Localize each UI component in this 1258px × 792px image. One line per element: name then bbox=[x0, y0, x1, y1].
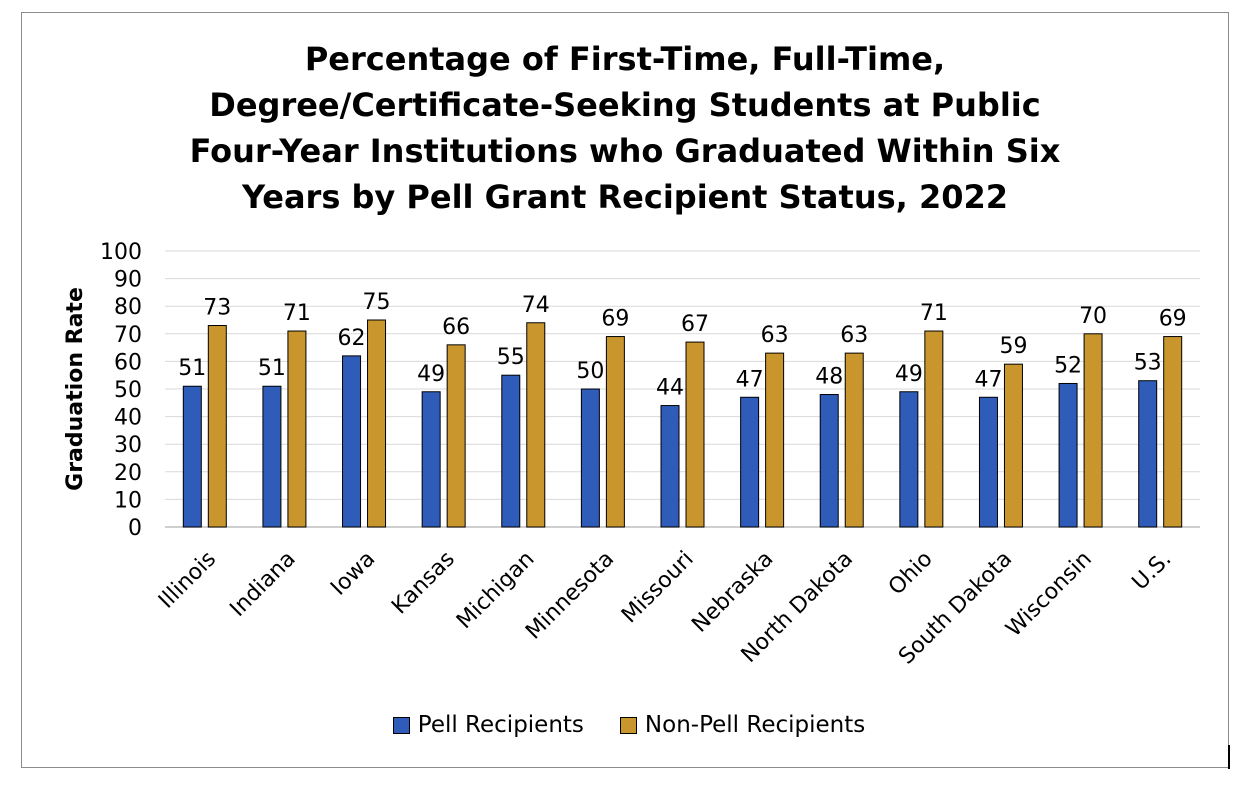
bar-non-pell bbox=[1003, 363, 1023, 528]
x-tick-label: Wisconsin bbox=[1001, 547, 1096, 642]
data-label-pell: 44 bbox=[656, 376, 684, 401]
x-tick-label: Iowa bbox=[326, 547, 380, 601]
bar-pell bbox=[1058, 382, 1078, 528]
data-label-non-pell: 69 bbox=[1159, 307, 1187, 332]
data-label-pell: 53 bbox=[1134, 351, 1162, 376]
text-cursor bbox=[1228, 745, 1230, 769]
title-line-1: Percentage of First-Time, Full-Time, bbox=[304, 40, 946, 78]
x-tick-label: Kansas bbox=[387, 547, 460, 620]
bar-pell bbox=[182, 385, 202, 528]
data-label-non-pell: 71 bbox=[283, 301, 311, 326]
x-tick-label: Indiana bbox=[225, 547, 300, 622]
title-line-2: Degree/Certificate-Seeking Students at P… bbox=[209, 86, 1041, 124]
bar-non-pell bbox=[367, 319, 387, 528]
bar-pell bbox=[819, 394, 839, 528]
data-label-non-pell: 63 bbox=[840, 323, 868, 348]
y-axis-label: Graduation Rate bbox=[63, 287, 88, 491]
y-tick-label: 30 bbox=[114, 433, 142, 458]
bar-pell bbox=[660, 405, 680, 528]
bar-non-pell bbox=[207, 325, 227, 528]
x-tick-label: Missouri bbox=[617, 547, 699, 629]
y-tick-label: 40 bbox=[114, 406, 142, 431]
data-label-non-pell: 63 bbox=[761, 323, 789, 348]
data-label-pell: 49 bbox=[417, 362, 445, 387]
data-label-non-pell: 73 bbox=[203, 296, 231, 321]
bar-non-pell bbox=[685, 341, 705, 528]
bar-non-pell bbox=[844, 352, 864, 528]
data-label-pell: 48 bbox=[815, 365, 843, 390]
legend-swatch-pell bbox=[392, 716, 410, 734]
data-label-non-pell: 71 bbox=[920, 301, 948, 326]
y-tick-label: 50 bbox=[114, 378, 142, 403]
bar-pell bbox=[342, 355, 362, 528]
bar-non-pell bbox=[924, 330, 944, 528]
legend: Pell Recipients Non-Pell Recipients bbox=[0, 712, 1258, 738]
bar-pell bbox=[421, 391, 441, 528]
y-tick-label: 90 bbox=[114, 268, 142, 293]
bar-pell bbox=[262, 385, 282, 528]
legend-item-pell: Pell Recipients bbox=[392, 712, 584, 738]
y-tick-label: 80 bbox=[114, 295, 142, 320]
x-tick-label: U.S. bbox=[1128, 547, 1177, 596]
y-tick-label: 20 bbox=[114, 461, 142, 486]
data-label-pell: 50 bbox=[576, 359, 604, 384]
bar-pell bbox=[740, 396, 760, 528]
legend-label-non-pell: Non-Pell Recipients bbox=[644, 712, 866, 738]
chart-title: Percentage of First-Time, Full-Time, Deg… bbox=[100, 36, 1150, 220]
y-tick-label: 100 bbox=[100, 240, 142, 265]
data-label-pell: 51 bbox=[178, 356, 206, 381]
data-label-non-pell: 59 bbox=[999, 334, 1027, 359]
chart-frame bbox=[21, 12, 1229, 768]
x-tick-label: Illinois bbox=[154, 547, 221, 614]
title-line-4: Years by Pell Grant Recipient Status, 20… bbox=[242, 178, 1008, 216]
legend-swatch-non-pell bbox=[619, 716, 637, 734]
y-tick-label: 60 bbox=[114, 350, 142, 375]
data-label-pell: 49 bbox=[895, 362, 923, 387]
data-label-non-pell: 67 bbox=[681, 312, 709, 337]
data-label-pell: 47 bbox=[736, 367, 764, 392]
data-label-pell: 62 bbox=[338, 326, 366, 351]
data-label-non-pell: 66 bbox=[442, 315, 470, 340]
bar-non-pell bbox=[605, 336, 625, 528]
data-label-non-pell: 69 bbox=[601, 307, 629, 332]
bar-non-pell bbox=[1163, 336, 1183, 528]
y-tick-label: 0 bbox=[128, 516, 142, 541]
bar-pell bbox=[1138, 380, 1158, 528]
bar-pell bbox=[580, 388, 600, 528]
bar-non-pell bbox=[287, 330, 307, 528]
data-label-pell: 52 bbox=[1054, 353, 1082, 378]
x-tick-label: Ohio bbox=[884, 547, 938, 601]
legend-label-pell: Pell Recipients bbox=[417, 712, 584, 738]
data-label-pell: 51 bbox=[258, 356, 286, 381]
data-label-non-pell: 74 bbox=[522, 293, 550, 318]
bar-non-pell bbox=[1083, 333, 1103, 528]
bar-pell bbox=[899, 391, 919, 528]
bar-pell bbox=[978, 396, 998, 528]
bar-non-pell bbox=[526, 322, 546, 528]
data-label-pell: 55 bbox=[497, 345, 525, 370]
data-label-non-pell: 70 bbox=[1079, 304, 1107, 329]
data-label-pell: 47 bbox=[974, 367, 1002, 392]
legend-item-non-pell: Non-Pell Recipients bbox=[619, 712, 866, 738]
bar-non-pell bbox=[765, 352, 785, 528]
title-line-3: Four-Year Institutions who Graduated Wit… bbox=[189, 132, 1061, 170]
data-label-non-pell: 75 bbox=[363, 290, 391, 315]
y-tick-label: 70 bbox=[114, 323, 142, 348]
y-tick-label: 10 bbox=[114, 488, 142, 513]
bar-pell bbox=[501, 374, 521, 528]
bar-non-pell bbox=[446, 344, 466, 528]
